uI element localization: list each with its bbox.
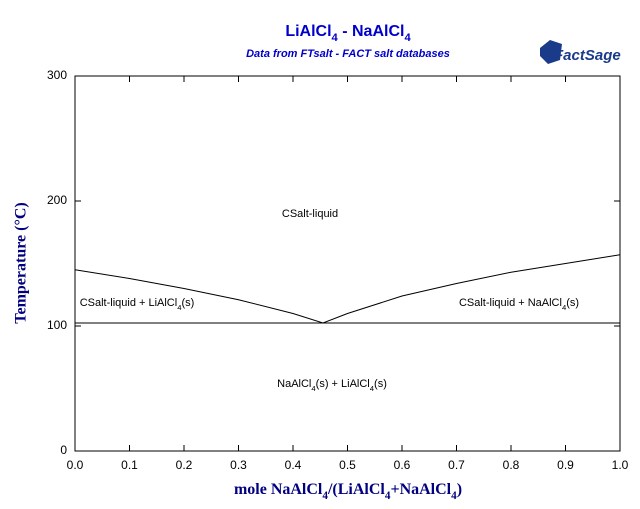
y-axis-label: Temperature (°C) (13, 202, 30, 323)
y-tick-label: 300 (47, 68, 67, 82)
x-axis-label: mole NaAlCl4/(LiAlCl4+NaAlCl4) (234, 481, 462, 502)
x-tick-label: 0.3 (230, 458, 247, 472)
x-tick-label: 0.2 (176, 458, 193, 472)
logo-text: FactSage (554, 47, 621, 64)
phase-boundary (74, 254, 621, 324)
x-tick-label: 0.4 (285, 458, 302, 472)
chart-subtitle: Data from FTsalt - FACT salt databases (246, 48, 450, 60)
region-label: CSalt-liquid + NaAlCl4(s) (459, 297, 579, 312)
y-tick-label: 100 (47, 318, 67, 332)
x-tick-label: 0.5 (339, 458, 356, 472)
y-tick-label: 200 (47, 193, 67, 207)
logo: FactSage (540, 40, 621, 64)
logo-mark (540, 40, 562, 64)
x-tick-label: 0.1 (121, 458, 138, 472)
x-tick-label: 0.9 (557, 458, 574, 472)
x-tick-label: 0.0 (67, 458, 84, 472)
x-tick-label: 0.7 (448, 458, 465, 472)
region-label: NaAlCl4(s) + LiAlCl4(s) (277, 378, 387, 393)
chart-title: LiAlCl4 - NaAlCl4 (285, 23, 411, 44)
x-tick-label: 0.8 (503, 458, 520, 472)
region-label: CSalt-liquid + LiAlCl4(s) (80, 297, 195, 312)
x-tick-label: 0.6 (394, 458, 411, 472)
y-tick-label: 0 (60, 443, 67, 457)
x-tick-label: 1.0 (612, 458, 629, 472)
region-label: CSalt-liquid (282, 208, 338, 220)
